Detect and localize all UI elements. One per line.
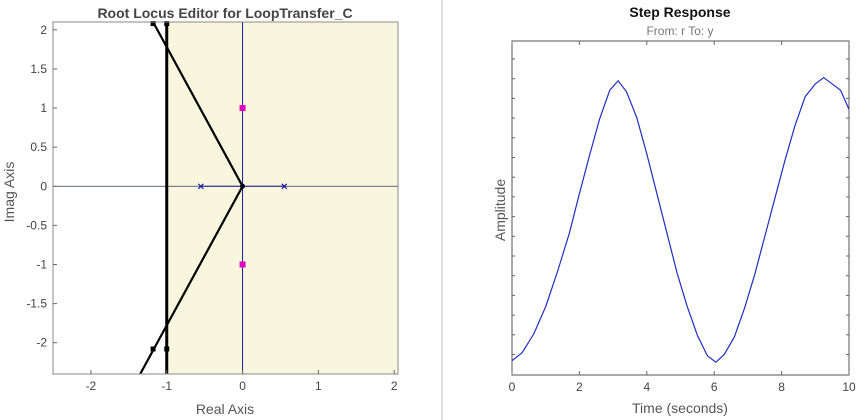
branch-marker <box>150 21 156 27</box>
x-tick-label: -1 <box>161 379 172 393</box>
x-tick-label: 6 <box>711 380 718 394</box>
branch-marker <box>150 346 156 352</box>
constraint-marker <box>164 21 170 27</box>
origin-point <box>240 183 246 189</box>
step-response-title: Step Response <box>629 4 730 20</box>
y-tick-label: 2 <box>40 23 47 37</box>
x-tick-label: -2 <box>86 379 97 393</box>
x-tick-label: 1 <box>315 379 322 393</box>
y-tick-label: 0 <box>40 179 47 193</box>
x-tick-label: 2 <box>576 380 583 394</box>
y-tick-label: 1 <box>40 101 47 115</box>
x-tick-label: 4 <box>643 380 650 394</box>
x-tick-label: 8 <box>778 380 785 394</box>
step-response-line <box>511 76 850 364</box>
y-tick-label: 0.5 <box>30 140 47 154</box>
y-tick-label: -2 <box>36 336 47 350</box>
step-response-content <box>511 58 850 364</box>
pole-x-stroke <box>281 183 288 190</box>
step-response-xlabel: Time (seconds) <box>632 400 728 416</box>
step-response-plot-area[interactable] <box>511 40 850 376</box>
y-tick-label: 1.5 <box>30 62 47 76</box>
x-tick-label: 2 <box>391 379 398 393</box>
x-tick-label: 0 <box>509 380 516 394</box>
x-tick-label: 10 <box>842 380 856 394</box>
root-locus-content <box>53 21 398 375</box>
y-tick-label: -0.5 <box>26 218 47 232</box>
root-locus-y-ticks: 2 1.5 1 0.5 0 -0.5 -1 -1.5 -2 <box>26 23 57 350</box>
step-response-subtitle: From: r To: y <box>646 24 713 38</box>
root-locus-panel: Root Locus Editor for LoopTransfer_C -2-… <box>1 5 399 417</box>
x-tick-label: 0 <box>239 379 246 393</box>
root-locus-frame <box>52 21 399 375</box>
pole-x-stroke <box>197 183 204 190</box>
root-locus-x-ticks: -2 -1 0 1 2 <box>86 370 398 393</box>
design-region-shading <box>166 22 398 374</box>
closed-loop-pole[interactable] <box>239 105 246 112</box>
step-response-panel: Step Response From: r To: y 0 2 4 6 8 10 Time… <box>492 4 856 416</box>
root-locus-title: Root Locus Editor for LoopTransfer_C <box>97 5 352 21</box>
root-locus-xlabel: Real Axis <box>196 401 254 417</box>
step-response-ylabel: Amplitude <box>492 179 508 241</box>
y-tick-label: -1 <box>36 257 47 271</box>
constraint-marker <box>164 346 170 352</box>
closed-loop-pole[interactable] <box>239 261 246 268</box>
root-locus-ylabel: Imag Axis <box>1 162 17 223</box>
open-loop-pole-icon <box>281 183 288 190</box>
y-tick-label: -1.5 <box>26 297 47 311</box>
open-loop-pole-icon <box>197 183 204 190</box>
step-response-x-ticks: 0 2 4 6 8 10 <box>509 41 856 394</box>
